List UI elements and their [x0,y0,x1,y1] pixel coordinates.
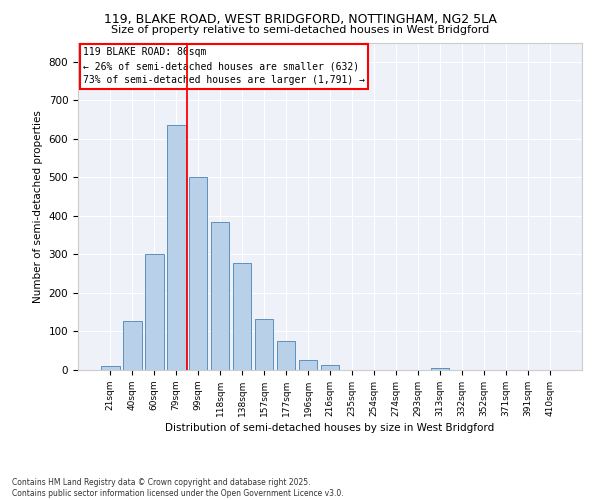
Bar [101,366,119,370]
Bar [299,360,317,370]
Text: 119, BLAKE ROAD, WEST BRIDGFORD, NOTTINGHAM, NG2 5LA: 119, BLAKE ROAD, WEST BRIDGFORD, NOTTING… [104,12,496,26]
Bar [145,254,164,370]
Bar [189,176,208,370]
Text: Contains HM Land Registry data © Crown copyright and database right 2025.
Contai: Contains HM Land Registry data © Crown c… [12,478,344,498]
Bar [233,263,251,370]
X-axis label: Distribution of semi-detached houses by size in West Bridgford: Distribution of semi-detached houses by … [166,423,494,433]
Text: Size of property relative to semi-detached houses in West Bridgford: Size of property relative to semi-detach… [111,25,489,35]
Bar [123,320,142,370]
Bar [277,342,295,370]
Bar [211,222,229,370]
Y-axis label: Number of semi-detached properties: Number of semi-detached properties [33,110,43,302]
Bar [255,319,274,370]
Text: 119 BLAKE ROAD: 86sqm
← 26% of semi-detached houses are smaller (632)
73% of sem: 119 BLAKE ROAD: 86sqm ← 26% of semi-deta… [83,48,365,86]
Bar [431,368,449,370]
Bar [320,366,340,370]
Bar [167,126,185,370]
